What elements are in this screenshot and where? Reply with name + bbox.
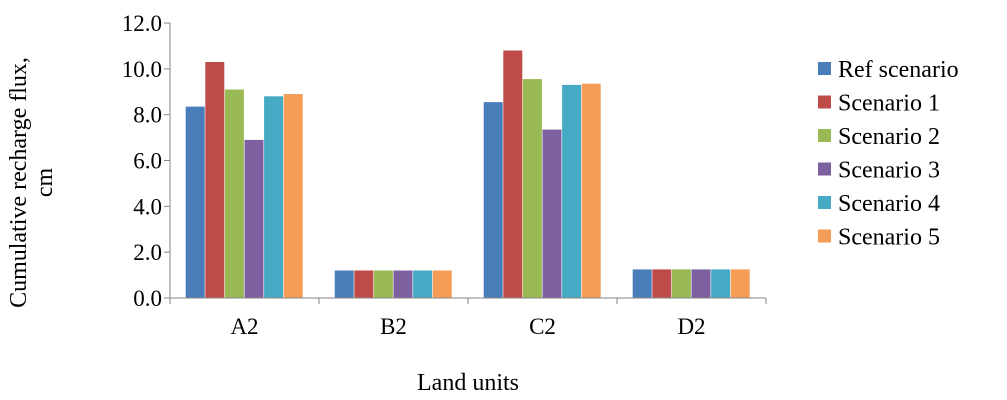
- bar-scenario-5-a2: [283, 94, 303, 298]
- legend-label: Scenario 3: [838, 158, 940, 184]
- legend-label: Scenario 1: [838, 91, 940, 117]
- legend-label: Scenario 2: [838, 124, 940, 150]
- x-category-label: D2: [677, 314, 705, 339]
- legend-swatch: [818, 95, 831, 109]
- legend-label: Ref scenario: [838, 57, 959, 83]
- bar-scenario-4-c2: [562, 84, 582, 299]
- bar-scenario-5-c2: [581, 83, 601, 298]
- legend-swatch: [818, 162, 831, 176]
- bar-scenario-5-d2: [730, 269, 750, 298]
- legend-label: Scenario 5: [838, 225, 940, 251]
- legend-swatch: [818, 62, 831, 75]
- bar-scenario-2-c2: [522, 79, 542, 298]
- bar-scenario-1-c2: [503, 50, 523, 298]
- legend-label: Scenario 4: [838, 191, 940, 217]
- y-tick-label: 10.0: [122, 57, 162, 82]
- legend-swatch: [818, 196, 831, 209]
- x-axis-title: Land units: [417, 370, 519, 395]
- bar-ref-scenario-b2: [334, 270, 354, 298]
- y-tick-label: 8.0: [133, 103, 162, 128]
- y-tick-label: 0.0: [133, 286, 162, 311]
- y-tick-label: 12.0: [122, 11, 162, 36]
- y-axis-title: Cumulative recharge flux,cm: [6, 57, 58, 308]
- x-axis: A2 B2 C2 D2: [169, 297, 767, 339]
- bar-scenario-3-b2: [393, 270, 413, 298]
- x-category-label: A2: [230, 314, 258, 339]
- bar-scenario-3-d2: [691, 269, 711, 298]
- bar-scenario-4-b2: [413, 270, 433, 298]
- bar-scenario-1-a2: [205, 62, 225, 298]
- bar-scenario-2-d2: [671, 269, 691, 298]
- x-category-label: C2: [529, 314, 556, 339]
- bar-ref-scenario-a2: [185, 106, 205, 298]
- bar-ref-scenario-c2: [483, 102, 503, 298]
- legend-swatch: [818, 129, 831, 142]
- legend: Ref scenario Scenario 1 Scenario 2 Scenario…: [818, 57, 959, 251]
- y-axis: 0.0 2.0 4.0 6.0 8.0 10.0 12.0: [122, 11, 171, 311]
- bar-scenario-1-b2: [354, 270, 374, 298]
- plot-area: [185, 50, 750, 299]
- y-tick-label: 2.0: [133, 240, 162, 265]
- y-axis-title-text: Cumulative recharge flux,cm: [6, 57, 58, 308]
- bar-ref-scenario-d2: [632, 269, 652, 298]
- bar-scenario-5-b2: [432, 270, 452, 298]
- bar-scenario-3-a2: [244, 139, 264, 298]
- bar-scenario-1-d2: [652, 269, 672, 298]
- legend-swatch: [818, 229, 831, 243]
- y-tick-label: 6.0: [133, 149, 162, 174]
- bar-scenario-4-a2: [264, 96, 284, 298]
- y-axis-title-line: cm: [32, 168, 58, 198]
- y-tick-label: 4.0: [133, 194, 162, 219]
- y-axis-title-line: Cumulative recharge flux,: [6, 57, 32, 308]
- bar-scenario-2-b2: [373, 270, 393, 298]
- x-category-label: B2: [380, 314, 407, 339]
- bar-scenario-4-d2: [711, 269, 731, 298]
- bar-scenario-3-c2: [542, 129, 562, 298]
- bar-scenario-2-a2: [224, 89, 244, 298]
